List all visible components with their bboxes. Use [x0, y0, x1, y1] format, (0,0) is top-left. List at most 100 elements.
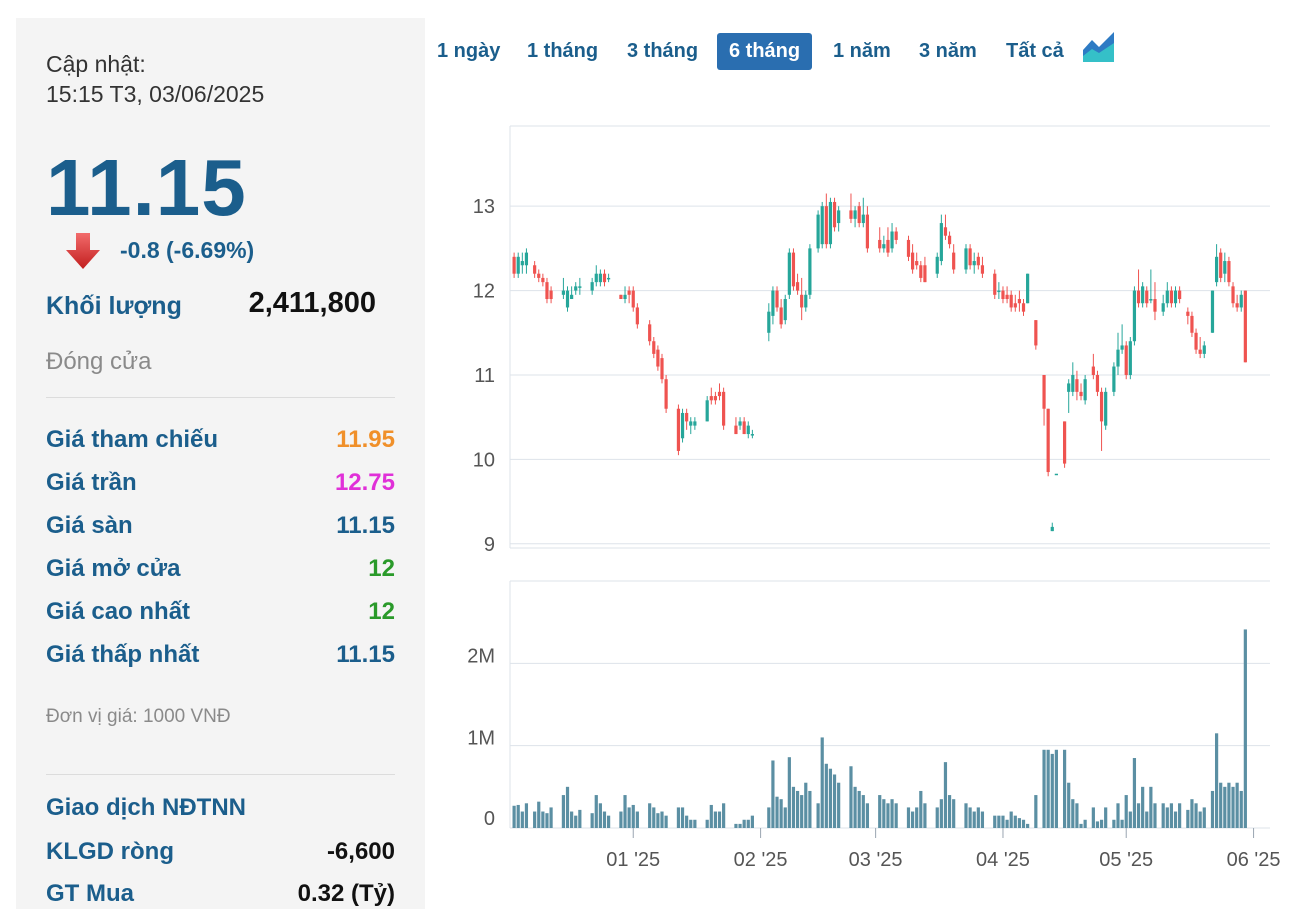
volume-bar — [742, 819, 746, 828]
volume-bar — [1083, 819, 1087, 828]
candle-body — [1186, 311, 1190, 316]
candle-body — [939, 223, 943, 262]
candle — [533, 261, 537, 278]
candle-body — [1161, 303, 1165, 312]
candle-body — [837, 210, 841, 224]
volume-bar — [886, 803, 890, 828]
volume-bar — [680, 807, 685, 828]
candle-body — [722, 391, 726, 426]
candle — [1165, 282, 1169, 308]
date-tick-label: 05 '25 — [1099, 849, 1153, 871]
candle-body — [533, 265, 537, 274]
candle — [623, 286, 627, 304]
volume-bar — [660, 811, 664, 828]
candle — [1034, 320, 1038, 350]
volume-bar — [1128, 811, 1132, 828]
volume-bar — [1190, 799, 1194, 828]
candle-body — [857, 206, 861, 224]
candle-body — [1190, 315, 1194, 333]
ceiling-price-label: Giá trần — [46, 469, 137, 496]
volume-bar — [1169, 803, 1174, 828]
candle — [1141, 282, 1145, 308]
volume-bar — [520, 811, 524, 828]
candle-body — [1079, 391, 1083, 397]
volume-bar — [1136, 803, 1141, 828]
candle — [1083, 374, 1087, 405]
candle-body — [1099, 391, 1104, 422]
volume-bar — [1227, 782, 1231, 828]
tab-all[interactable]: Tất cả — [1006, 40, 1064, 62]
tab-6-months[interactable]: 6 tháng — [717, 33, 813, 70]
candle-body — [1173, 290, 1178, 304]
volume-bar — [1026, 823, 1030, 828]
candle-body — [1042, 374, 1046, 409]
candle — [1223, 252, 1227, 283]
volume-bar — [1091, 807, 1095, 828]
candle-body — [689, 421, 693, 426]
price-tick-label: 12 — [473, 281, 495, 303]
candle-body — [1120, 345, 1124, 350]
tab-1-year[interactable]: 1 năm — [833, 40, 891, 62]
candle — [598, 269, 602, 287]
candle — [590, 277, 594, 295]
volume-bar — [602, 811, 607, 828]
volume-bar — [631, 804, 635, 828]
candle-body — [1062, 421, 1067, 464]
volume-bar — [1062, 749, 1067, 828]
candle-body — [1001, 290, 1005, 300]
volume-bar — [623, 795, 627, 828]
volume-bar — [1210, 790, 1215, 828]
tab-1-day[interactable]: 1 ngày — [437, 40, 501, 62]
candle — [1149, 269, 1153, 304]
candle-body — [1075, 379, 1079, 392]
volume-bar — [1165, 807, 1169, 828]
candle-body — [627, 290, 631, 295]
candle — [689, 417, 693, 435]
volume-tick-label: 0 — [484, 808, 495, 830]
volume-bar — [648, 803, 652, 828]
candle-body — [1132, 290, 1137, 342]
volume-bar — [598, 803, 602, 828]
candle-body — [1219, 252, 1223, 278]
candlesticks — [512, 193, 1247, 532]
open-price-label: Giá mở cửa — [46, 555, 181, 582]
volume-bar — [939, 799, 943, 828]
candle — [561, 277, 566, 300]
volume-bar — [894, 803, 898, 828]
candle — [660, 353, 664, 384]
tab-3-months[interactable]: 3 tháng — [627, 40, 699, 62]
volume-bar — [722, 803, 726, 828]
tab-1-month[interactable]: 1 tháng — [527, 40, 599, 62]
volume-bar — [767, 807, 771, 828]
volume-bar — [910, 811, 915, 828]
candle-body — [952, 252, 956, 270]
candle — [861, 197, 865, 228]
low-price-label: Giá thấp nhất — [46, 641, 200, 668]
volume-bar — [1132, 758, 1137, 828]
candle-body — [693, 421, 697, 426]
candle — [1145, 286, 1149, 308]
area-chart-icon[interactable] — [1082, 31, 1115, 62]
candle — [512, 252, 516, 278]
volume-bar — [676, 807, 681, 828]
candle-body — [631, 290, 635, 308]
volume-bar — [1223, 786, 1227, 828]
volume-bar — [1186, 809, 1190, 828]
candle-body — [656, 349, 660, 367]
volume-label: Khối lượng — [46, 292, 182, 320]
volume-bar — [1013, 815, 1017, 828]
volume-bar — [652, 807, 656, 828]
candle-body — [570, 294, 574, 300]
date-tick-label: 06 '25 — [1227, 849, 1280, 871]
candle-body — [524, 252, 529, 266]
candle-body — [808, 248, 812, 295]
candle-body — [680, 412, 685, 439]
candle — [520, 252, 524, 274]
volume-bar — [820, 737, 824, 828]
volume-bar — [734, 823, 738, 828]
candle — [656, 345, 660, 371]
candle — [594, 265, 598, 287]
candle — [565, 286, 570, 312]
tab-3-years[interactable]: 3 năm — [919, 40, 977, 62]
candle — [980, 256, 985, 278]
